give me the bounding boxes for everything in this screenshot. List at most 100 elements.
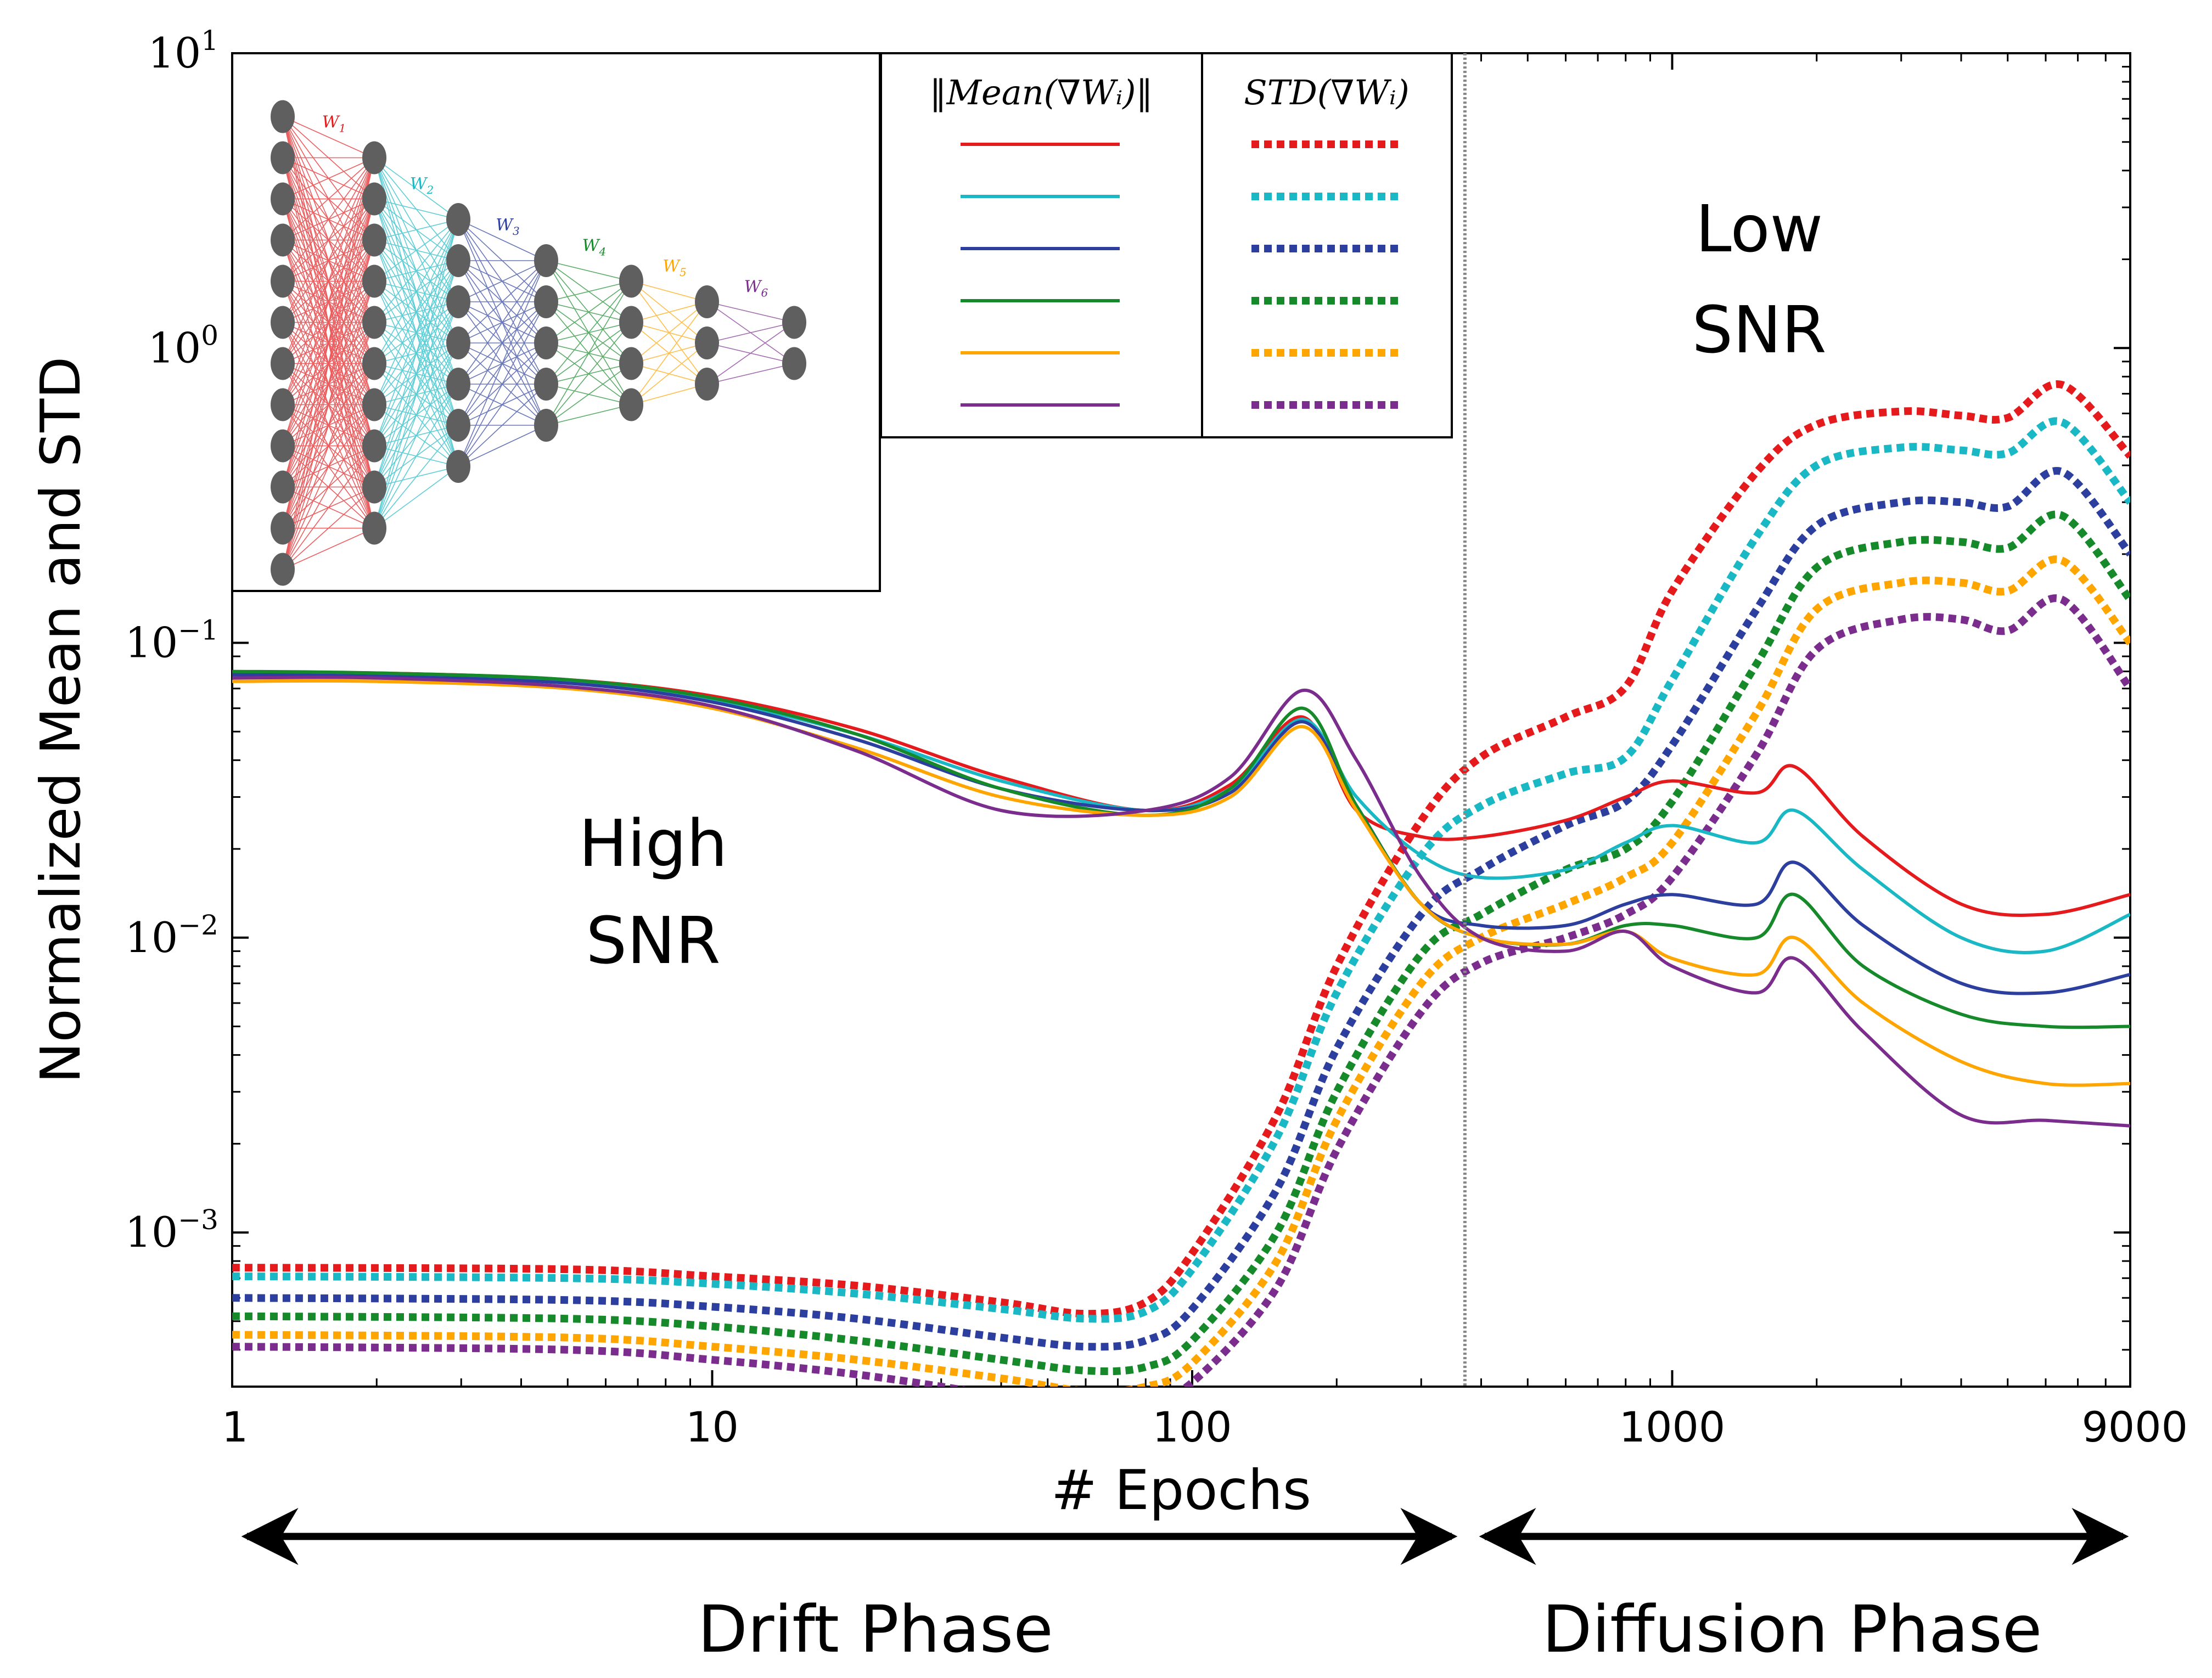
inset-connection bbox=[282, 157, 375, 241]
inset-connection bbox=[282, 157, 375, 364]
inset-connection bbox=[282, 404, 375, 570]
inset-weight-label: W5 bbox=[663, 257, 687, 279]
inset-neuron bbox=[271, 100, 295, 133]
std-line-layer-5 bbox=[232, 555, 2130, 1387]
inset-connection bbox=[374, 425, 459, 529]
inset-neuron bbox=[446, 326, 470, 359]
inset-connection bbox=[374, 219, 459, 364]
inset-neuron bbox=[362, 429, 386, 463]
inset-connection bbox=[374, 260, 459, 528]
inset-connection bbox=[546, 260, 632, 282]
inset-connection bbox=[546, 280, 632, 385]
inset-connection bbox=[458, 260, 547, 385]
inset-connection bbox=[282, 281, 375, 570]
inset-neuron bbox=[446, 244, 470, 277]
inset-connection bbox=[546, 280, 632, 302]
inset-connection bbox=[282, 157, 375, 281]
inset-neuron bbox=[271, 223, 295, 257]
std-line-layer-4 bbox=[232, 510, 2130, 1376]
low-snr-label-line1: Low bbox=[1696, 191, 1823, 267]
inset-connection bbox=[458, 342, 547, 467]
inset-weight-label: W6 bbox=[744, 278, 768, 300]
legend-std-box bbox=[1201, 52, 1453, 438]
inset-connection bbox=[374, 466, 459, 529]
x-axis-title: # Epochs bbox=[1051, 1458, 1311, 1522]
inset-neuron bbox=[362, 511, 386, 545]
inset-weight-label: W1 bbox=[322, 113, 346, 135]
y-tick-label: 10−2 bbox=[125, 909, 218, 962]
inset-connection bbox=[374, 342, 459, 528]
inset-neuron bbox=[362, 470, 386, 504]
inset-connection bbox=[374, 219, 459, 528]
inset-connection bbox=[282, 527, 375, 570]
x-tick-label: 9000 bbox=[2082, 1403, 2188, 1451]
series-lines bbox=[232, 380, 2130, 1387]
inset-neuron bbox=[695, 326, 719, 359]
legend-mean-box bbox=[880, 52, 1203, 438]
inset-neuron bbox=[446, 409, 470, 442]
inset-neuron bbox=[271, 511, 295, 545]
inset-weights-W4 bbox=[546, 260, 632, 426]
inset-connection bbox=[458, 384, 547, 467]
inset-connection bbox=[374, 219, 459, 487]
inset-connection bbox=[282, 322, 375, 570]
inset-connection bbox=[282, 157, 375, 570]
mean-line-layer-5 bbox=[232, 679, 2130, 1087]
inset-connection bbox=[282, 240, 375, 570]
legend-std-header: STD(∇Wᵢ) bbox=[1244, 72, 1409, 112]
inset-neuron bbox=[619, 347, 643, 380]
inset-connection bbox=[546, 281, 632, 426]
inset-neuron bbox=[446, 450, 470, 483]
inset-neuron bbox=[271, 347, 295, 380]
inset-connection bbox=[374, 301, 459, 528]
mean-line-layer-6 bbox=[232, 675, 2130, 1128]
inset-neuron bbox=[362, 264, 386, 298]
inset-neuron bbox=[271, 182, 295, 216]
inset-connection bbox=[458, 425, 547, 467]
inset-connection bbox=[706, 322, 795, 385]
drift-phase-label: Drift Phase bbox=[698, 1591, 1053, 1667]
y-tick-label: 10−1 bbox=[125, 615, 218, 667]
inset-weights-W6 bbox=[706, 301, 795, 385]
inset-connection bbox=[374, 198, 459, 220]
inset-neuron bbox=[362, 141, 386, 174]
inset-connection bbox=[282, 157, 375, 323]
inset-connection bbox=[631, 280, 708, 302]
std-line-layer-3 bbox=[232, 467, 2130, 1351]
inset-connection bbox=[374, 219, 459, 241]
inset-neuron bbox=[695, 368, 719, 401]
legend: ‖Mean(∇Wᵢ)‖ STD(∇Wᵢ) bbox=[880, 52, 1453, 438]
inset-neuron bbox=[619, 264, 643, 298]
inset-neuron bbox=[362, 223, 386, 257]
inset-neuron bbox=[534, 326, 558, 359]
inset-neuron bbox=[619, 388, 643, 421]
inset-connection bbox=[374, 219, 459, 405]
inset-connection bbox=[282, 363, 375, 570]
high-snr-label-line1: High bbox=[579, 806, 727, 881]
inset-neuron bbox=[362, 182, 386, 216]
inset-weights-W1 bbox=[282, 116, 375, 570]
high-snr-label-line2: SNR bbox=[586, 903, 720, 978]
low-snr-label-line2: SNR bbox=[1692, 292, 1826, 368]
inset-neuron bbox=[271, 306, 295, 339]
inset-connection bbox=[282, 116, 375, 159]
diffusion-phase-label: Diffusion Phase bbox=[1542, 1591, 2042, 1667]
legend-mean-header: ‖Mean(∇Wᵢ)‖ bbox=[930, 72, 1153, 112]
mean-line-layer-2 bbox=[232, 672, 2130, 955]
network-inset: W1 W2 W3 W4 W5 W6 bbox=[231, 52, 881, 592]
inset-connection bbox=[282, 446, 375, 570]
inset-connection bbox=[706, 363, 795, 385]
inset-neuron bbox=[271, 388, 295, 421]
inset-neuron bbox=[362, 388, 386, 421]
inset-connection bbox=[631, 301, 708, 323]
inset-connection bbox=[282, 157, 375, 446]
inset-connection bbox=[282, 157, 375, 405]
inset-connection bbox=[546, 280, 632, 344]
inset-neuron bbox=[619, 306, 643, 339]
y-axis-title: Normalized Mean and STD bbox=[29, 357, 93, 1084]
std-line-layer-6 bbox=[232, 594, 2130, 1387]
inset-connection bbox=[706, 322, 795, 344]
std-line-layer-1 bbox=[232, 380, 2130, 1318]
inset-connection bbox=[458, 260, 547, 344]
inset-connection bbox=[458, 219, 547, 261]
